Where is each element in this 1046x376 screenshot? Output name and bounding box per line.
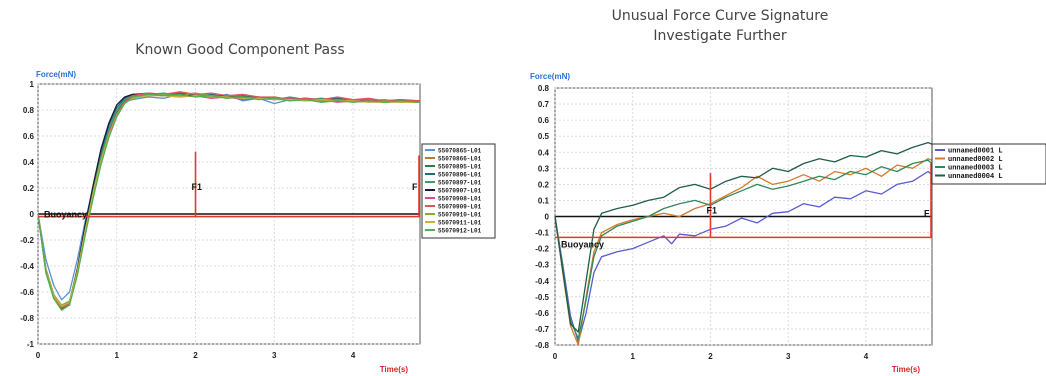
chart1-legend-label: 55070896-L01	[438, 172, 482, 179]
chart1-ytick-label: 1	[30, 80, 35, 89]
chart1-legend-label: 55070908-L01	[438, 196, 482, 203]
chart1-ytick-label: 0	[30, 210, 35, 219]
chart1-f1-label: F1	[192, 182, 203, 192]
chart1-legend-label: 55070911-L01	[438, 220, 482, 227]
chart2-title-line1: Unusual Force Curve Signature	[611, 8, 829, 24]
chart1-legend-label: 55070907-L01	[438, 188, 482, 195]
chart1-buoyancy-label: Buoyancy	[44, 210, 87, 220]
chart1-ytick-label: -0.4	[20, 262, 34, 271]
chart1-legend-label: 55070910-L01	[438, 212, 482, 219]
chart1-xtick-label: 2	[193, 351, 198, 360]
chart1-legend-label: 55070866-L01	[438, 156, 482, 163]
chart1-x-axis-label: Time(s)	[380, 365, 409, 374]
chart1-ytick-label: -0.8	[20, 314, 34, 323]
chart1-ytick-label: 0.8	[23, 106, 35, 115]
chart2-title-line2: Investigate Further	[653, 28, 787, 44]
chart1-y-axis-label: Force(mN)	[36, 70, 76, 79]
chart1-ytick-label: 0.2	[23, 184, 35, 193]
chart1-series-line	[37, 93, 421, 311]
chart1-legend-label: 55070897-L01	[438, 180, 482, 187]
chart1-xtick-label: 0	[36, 351, 41, 360]
chart2-title: Unusual Force Curve Signature Investigat…	[560, 6, 880, 46]
chart1-f-label: F	[412, 182, 418, 192]
chart1-xtick-label: 4	[351, 351, 356, 360]
chart1-legend-label: 55070909-L01	[438, 204, 482, 211]
chart1-ytick-label: 0.6	[23, 132, 35, 141]
chart1-ytick-label: -0.6	[20, 288, 34, 297]
chart1-ytick-label: -0.2	[20, 236, 34, 245]
chart1-xtick-label: 1	[115, 351, 120, 360]
chart1-ytick-label: 0.4	[23, 158, 35, 167]
chart1-xtick-label: 3	[272, 351, 277, 360]
chart1-legend-label: 55070912-L01	[438, 228, 482, 235]
chart1-title: Known Good Component Pass	[135, 42, 345, 58]
chart1-ytick-label: -1	[27, 340, 35, 349]
chart1-legend-label: 55070895-L01	[438, 164, 482, 171]
chart1-legend-label: 55070865-L01	[438, 148, 482, 155]
